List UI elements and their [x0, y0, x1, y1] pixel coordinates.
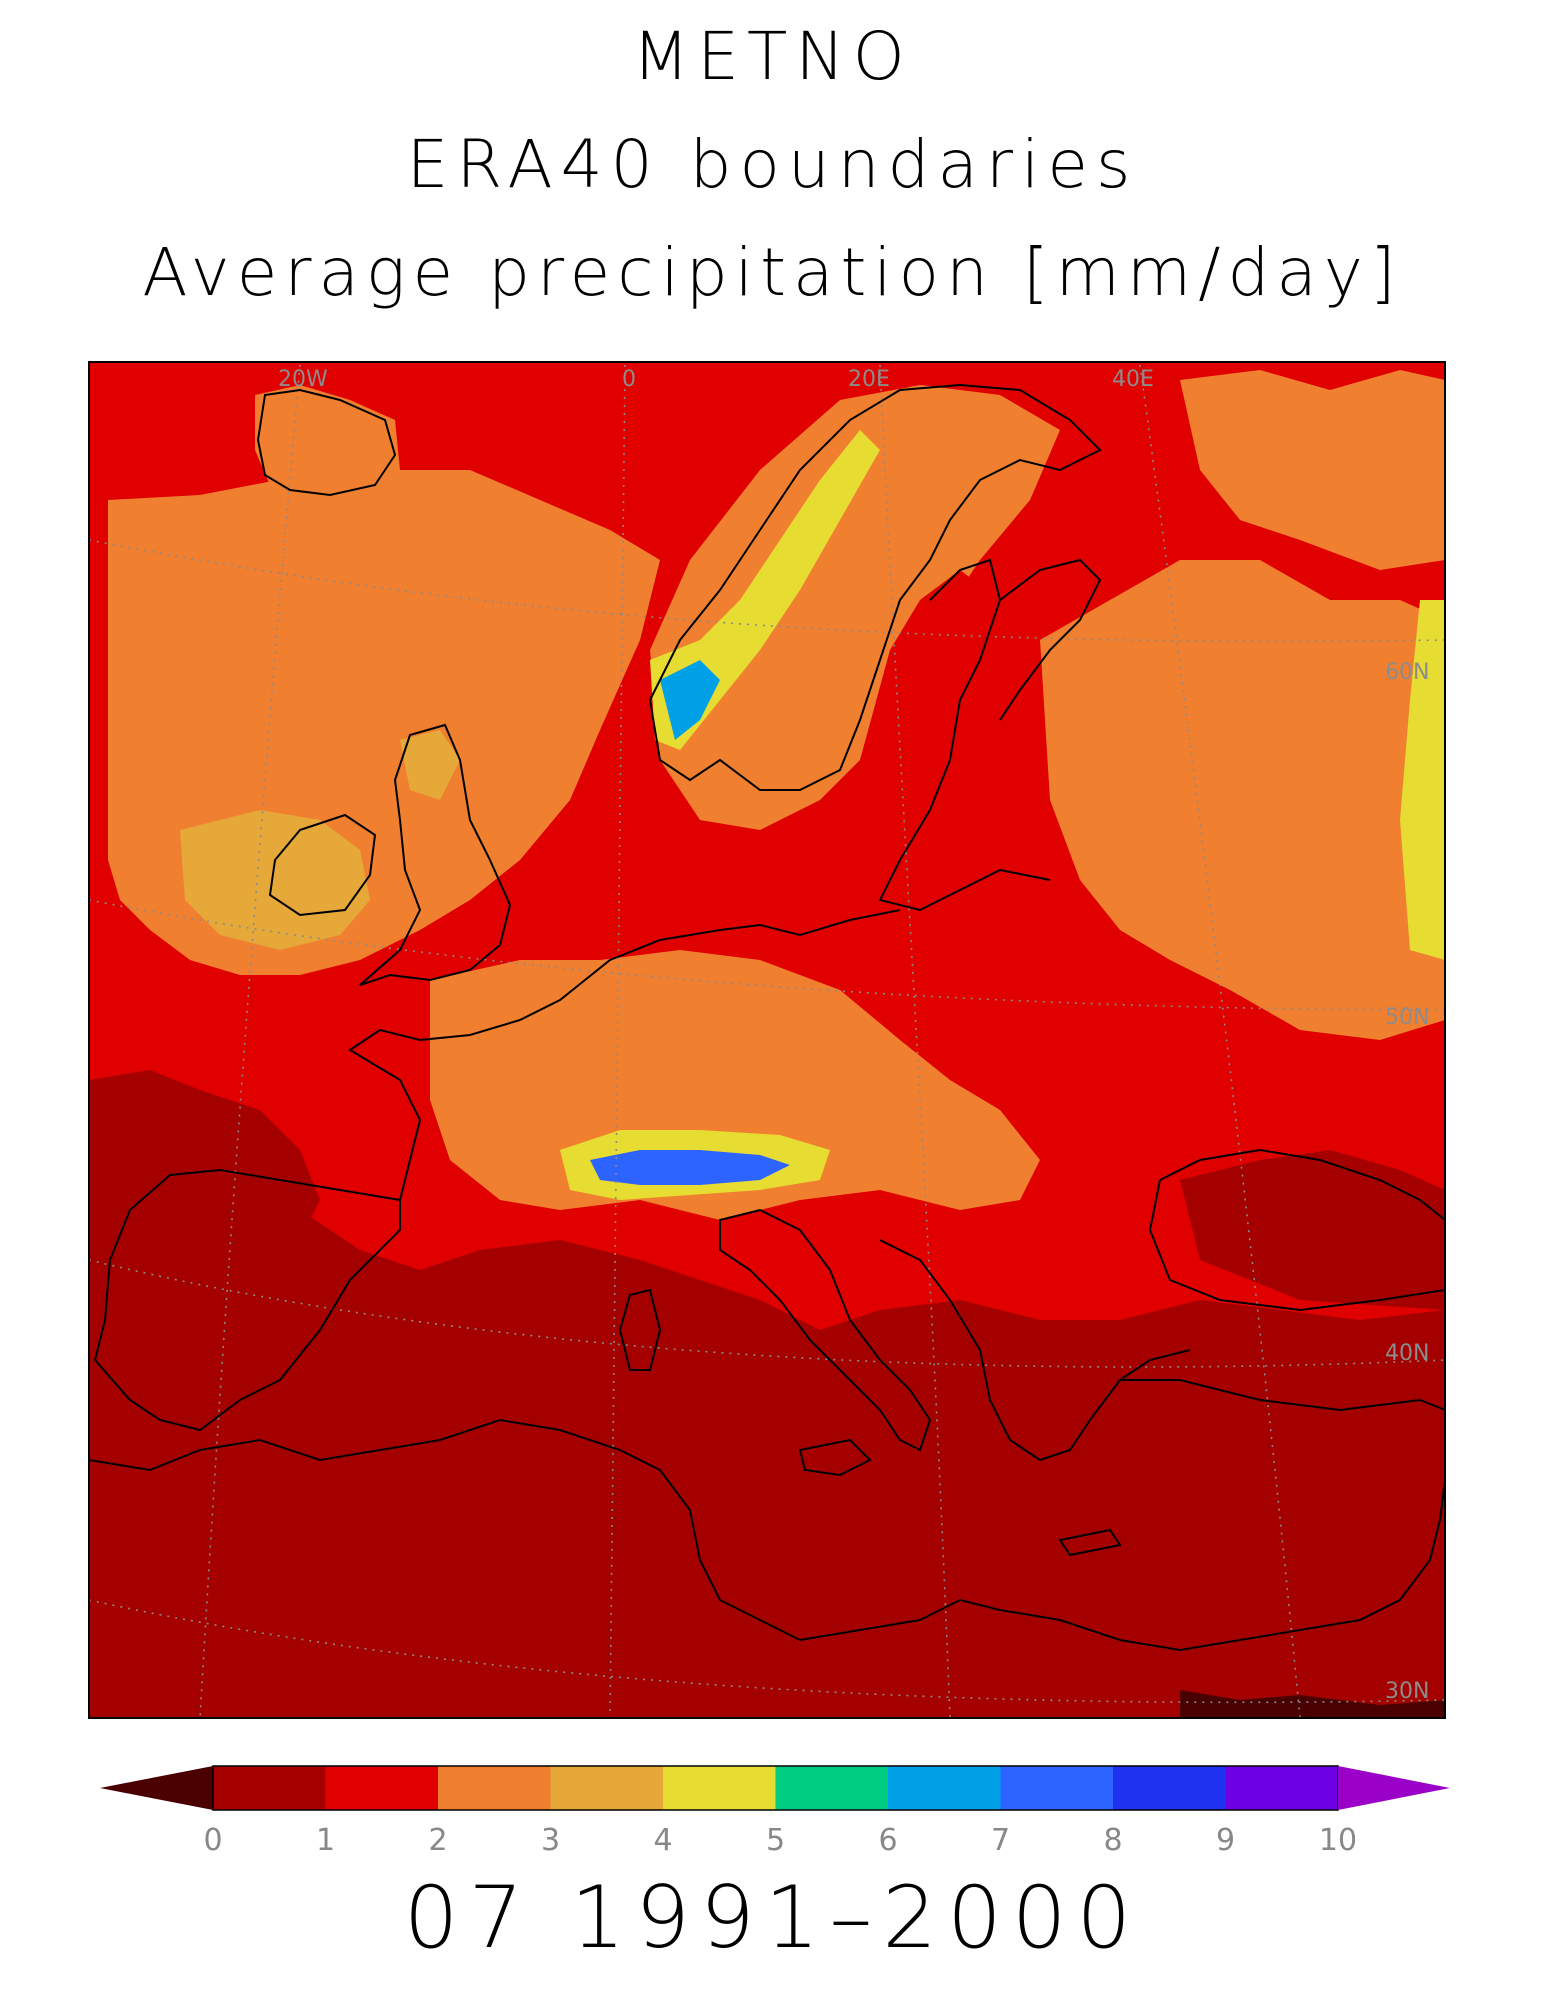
coastline-crete — [1058, 1528, 1122, 1557]
precip-region-scotland — [400, 730, 460, 800]
graticule — [89, 364, 1445, 1718]
coastline-continent-north — [519, 909, 901, 1021]
colorbar-bin — [888, 1766, 1001, 1810]
colorbar-tick-label: 4 — [653, 1823, 672, 1858]
precip-region-mediterranean — [89, 1170, 1445, 1718]
coastline-ireland — [268, 813, 377, 917]
coastline-north-africa — [89, 1418, 1445, 1652]
precip-region-norway-core — [660, 660, 720, 740]
precip-region-russia-north — [1180, 370, 1445, 570]
coastline-france-west — [348, 1019, 521, 1201]
title-line-2: ERA40 boundaries — [406, 126, 1139, 203]
coastline-britain — [359, 723, 512, 986]
colorbar-tick-label: 0 — [203, 1823, 222, 1858]
precip-region-caucasus — [1400, 600, 1445, 960]
precip-region-ireland — [180, 810, 370, 950]
lat-label-50n: 50N — [1385, 1005, 1429, 1030]
graticule-labels: 20W 0 20E 40E 60N 50N 40N 30N — [278, 367, 1429, 1704]
graticule-line — [89, 1599, 1445, 1704]
map-field — [89, 362, 1445, 1718]
colorbar-tick-label: 2 — [428, 1823, 447, 1858]
lon-label-0: 0 — [622, 367, 636, 392]
coastline-black-sea — [1148, 1148, 1445, 1312]
coastline-sardinia — [618, 1288, 662, 1371]
precip-region-iceland — [255, 385, 400, 500]
coastline-scandinavia — [648, 383, 1102, 791]
coastline-baltic — [878, 558, 1051, 912]
colorbar-bin — [775, 1766, 889, 1810]
colorbar-tick-label: 10 — [1319, 1823, 1357, 1858]
period-label: 07 1991–2000 — [403, 1868, 1142, 1968]
colorbar-bin — [1113, 1766, 1226, 1810]
precip-region-eastern-europe — [1040, 560, 1445, 1040]
colorbar-bin — [438, 1766, 551, 1810]
colorbar-over-arrow — [1338, 1766, 1450, 1810]
graticule-line — [879, 364, 951, 1718]
lon-label-20e: 20E — [848, 367, 890, 392]
coastline-italy — [719, 1208, 932, 1452]
graticule-line — [609, 364, 626, 1718]
lat-label-40n: 40N — [1385, 1341, 1429, 1366]
colorbar-tick-label: 1 — [316, 1823, 335, 1858]
colorbar-bin — [1000, 1766, 1114, 1810]
coastline-sicily — [798, 1438, 872, 1477]
lon-label-20w: 20W — [278, 367, 328, 392]
colorbar-tick-label: 9 — [1216, 1823, 1235, 1858]
precip-region-baltic — [840, 570, 1000, 880]
coastlines — [89, 383, 1445, 1652]
precip-region-iberia — [89, 1070, 320, 1240]
graticule-line — [89, 899, 1445, 1011]
precip-region-sahara — [1180, 1690, 1445, 1718]
colorbar-bin — [213, 1766, 326, 1810]
lat-label-60n: 60N — [1385, 660, 1429, 685]
colorbar-bins — [212, 1765, 1339, 1811]
coastline-finland — [999, 558, 1102, 721]
colorbar-under-arrow — [100, 1766, 213, 1810]
title-line-1: METNO — [632, 18, 913, 95]
coastline-iberia — [93, 1168, 401, 1432]
colorbar: 0 1 2 3 4 5 6 7 8 9 10 — [100, 1765, 1450, 1858]
graticule-line — [199, 364, 301, 1718]
precip-region-alps-core — [590, 1150, 790, 1185]
colorbar-tick-label: 6 — [878, 1823, 897, 1858]
coastline-iceland — [256, 388, 397, 497]
colorbar-tick-label: 3 — [541, 1823, 560, 1858]
colorbar-tick-label: 7 — [991, 1823, 1010, 1858]
colorbar-bin — [550, 1766, 664, 1810]
colorbar-bin — [1225, 1766, 1339, 1810]
colorbar-ticks: 0 1 2 3 4 5 6 7 8 9 10 — [203, 1823, 1357, 1858]
lat-label-30n: 30N — [1385, 1679, 1429, 1704]
colorbar-bin — [663, 1766, 776, 1810]
colorbar-tick-label: 8 — [1103, 1823, 1122, 1858]
precip-region-scandinavia — [650, 385, 1060, 830]
map-frame — [88, 361, 1446, 1719]
lon-label-40e: 40E — [1112, 367, 1154, 392]
title-line-3: Average precipitation [mm/day] — [142, 234, 1403, 311]
graticule-line — [1139, 364, 1301, 1718]
colorbar-bin — [325, 1766, 439, 1810]
graticule-line — [89, 1259, 1445, 1368]
coastline-turkey — [1120, 1379, 1445, 1412]
coastline-balkans — [879, 1239, 1191, 1462]
colorbar-tick-label: 5 — [766, 1823, 785, 1858]
precip-region-black-sea-dry — [1180, 1150, 1445, 1310]
